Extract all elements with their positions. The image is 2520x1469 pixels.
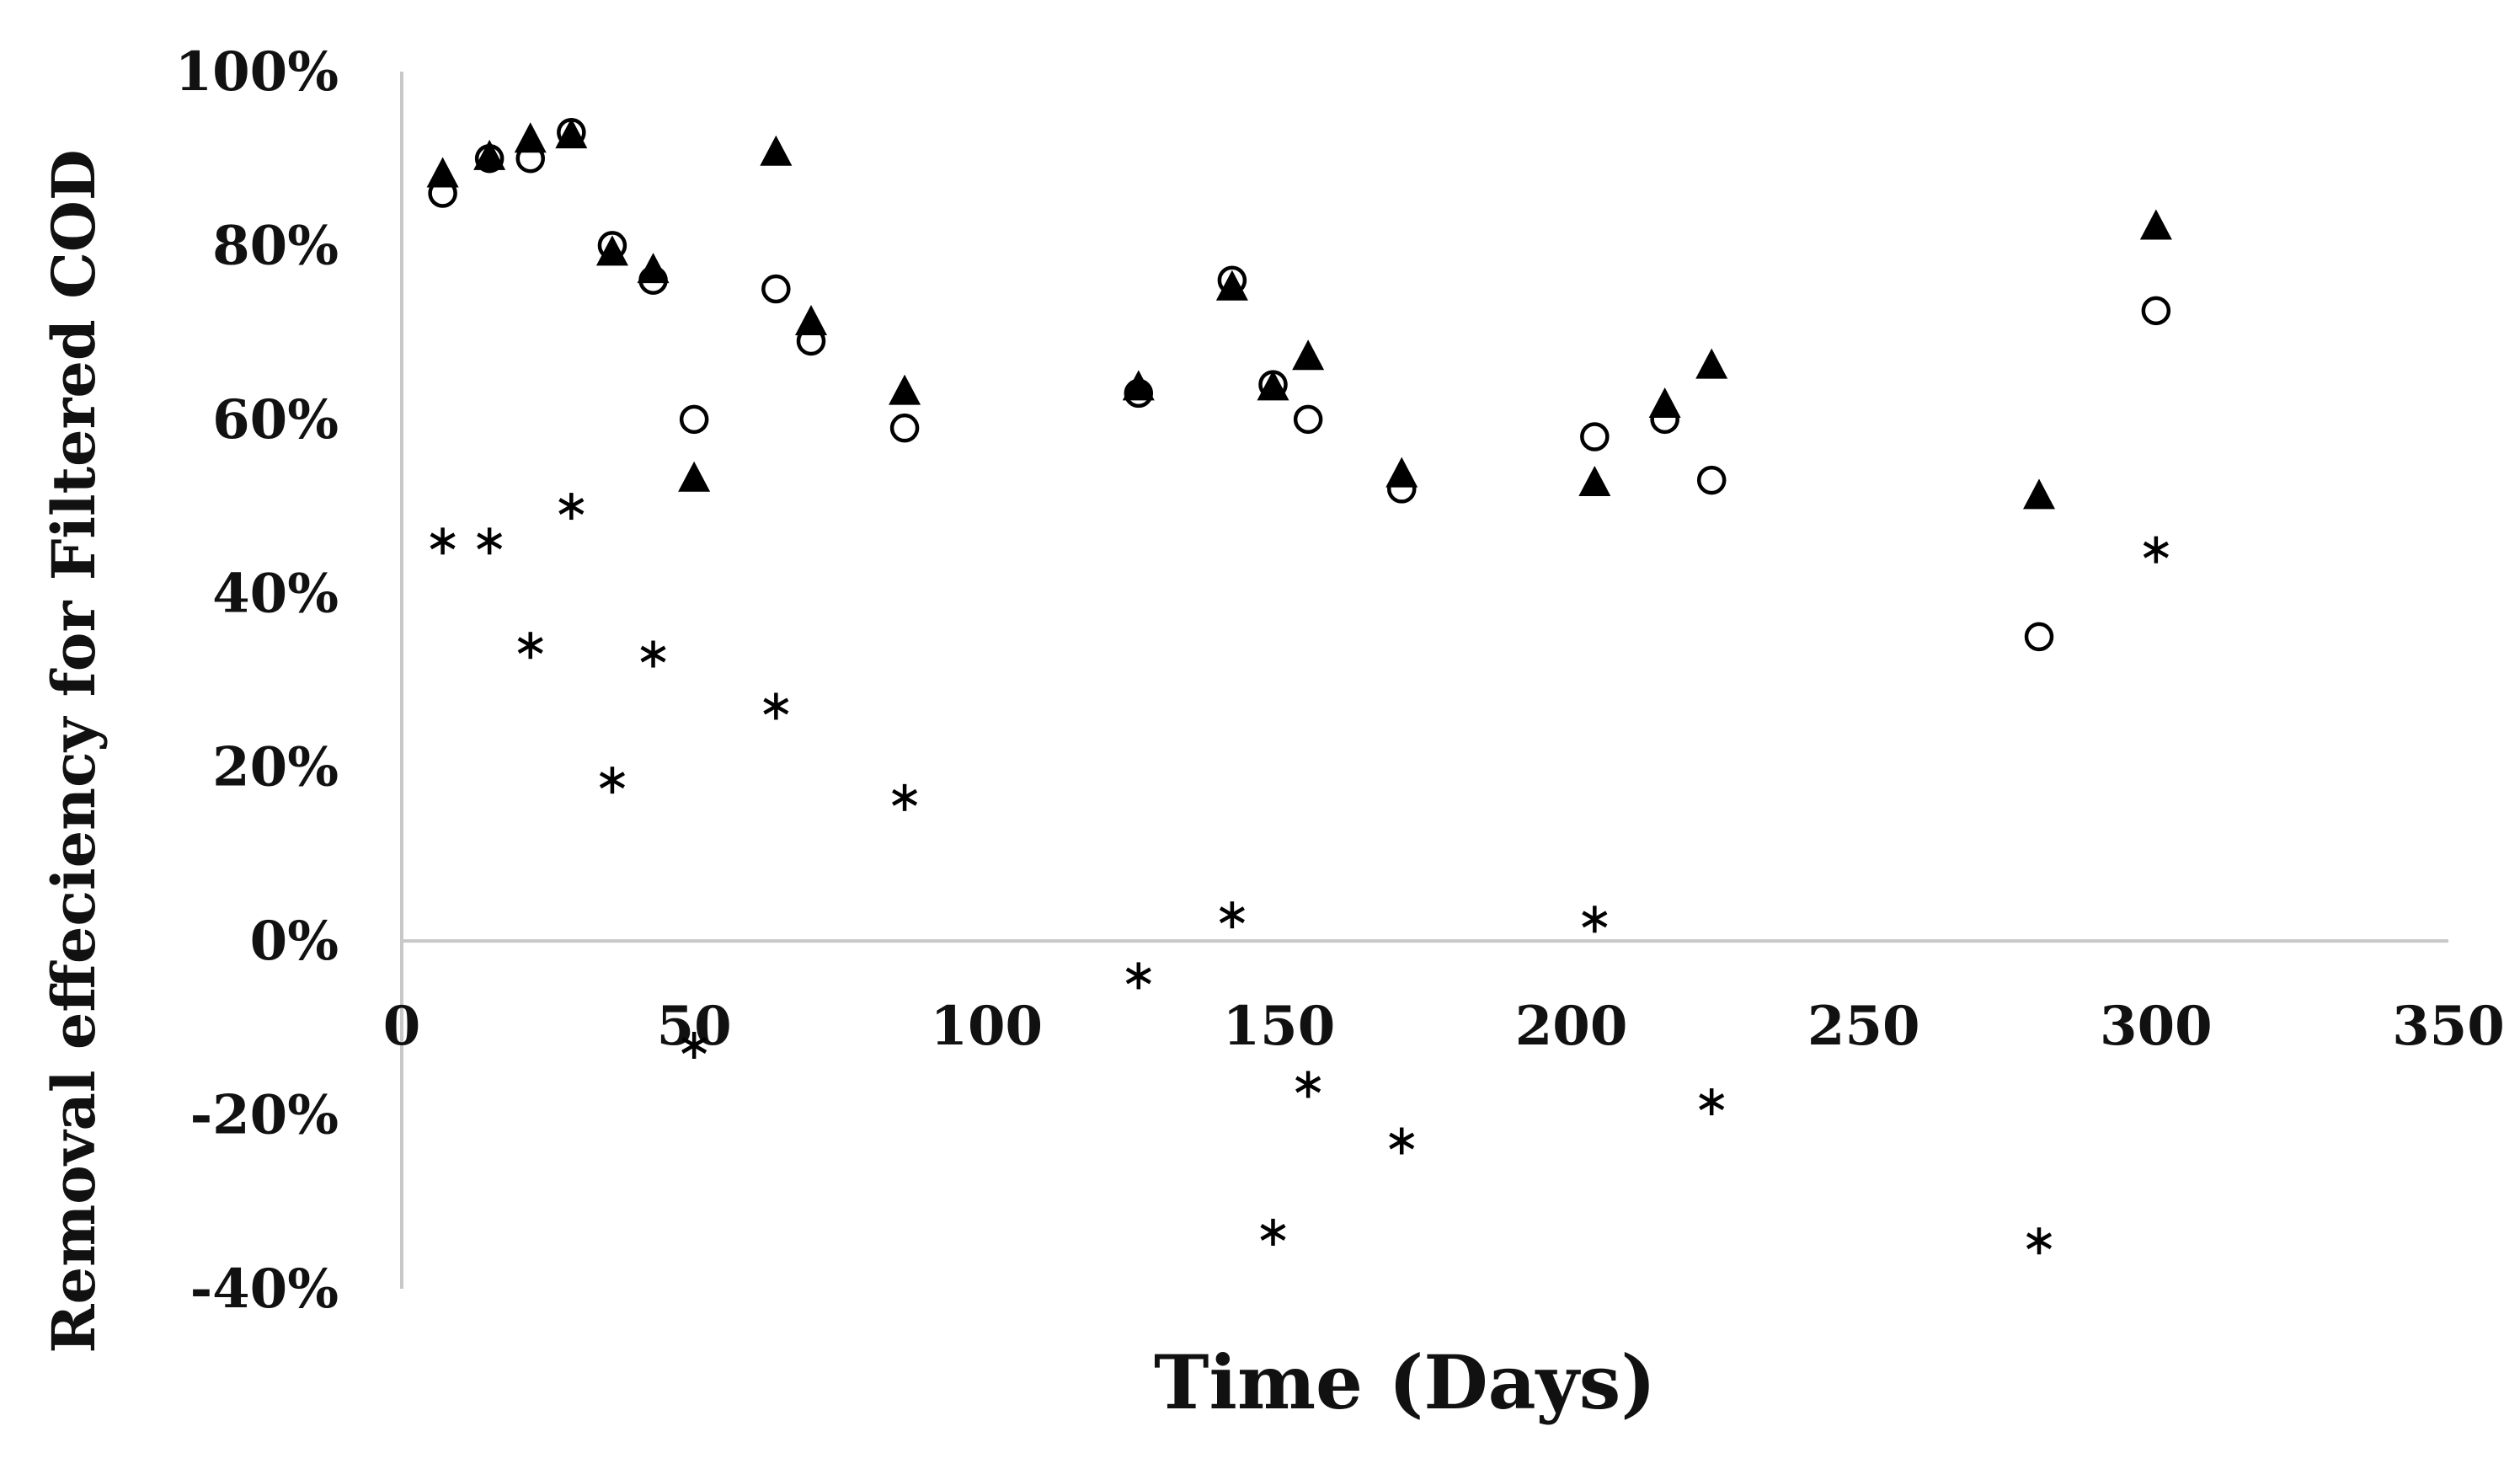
circle-point	[679, 404, 709, 435]
asterisk-point	[681, 1032, 707, 1059]
circle-point	[557, 118, 586, 147]
circle-point	[889, 413, 920, 443]
axes	[400, 72, 2448, 1289]
circle-point	[1650, 404, 1679, 435]
triangle-point	[795, 305, 827, 336]
asterisk-point	[477, 527, 503, 555]
asterisk-point	[430, 527, 456, 555]
asterisk-point	[517, 632, 543, 660]
triangle-point	[473, 139, 506, 170]
y-tick-label: 0%	[250, 910, 339, 973]
asterisk-point	[763, 692, 789, 720]
asterisk-point	[892, 783, 918, 811]
x-tick-label: 0	[383, 995, 421, 1058]
triangle-point	[1695, 348, 1728, 379]
circle-point	[1580, 422, 1610, 451]
y-tick-label: -40%	[190, 1258, 339, 1321]
asterisk-point	[1389, 1127, 1415, 1155]
triangle-point	[760, 135, 793, 166]
triangle-point	[678, 461, 711, 492]
y-tick-label: 100%	[175, 40, 339, 104]
x-tick-label: 300	[2100, 995, 2213, 1058]
tick-labels: -40%-20%0%20%40%60%80%100%0 50 100 150 200 25…	[175, 40, 2505, 1321]
y-tick-label: 80%	[212, 214, 339, 277]
x-tick-label: 200	[1515, 995, 1628, 1058]
asterisk-point	[1125, 962, 1151, 990]
triangle-point	[514, 122, 547, 153]
triangle-point	[1215, 270, 1248, 301]
circle-point	[638, 265, 668, 295]
circle-point	[796, 326, 826, 356]
circle-point	[2024, 622, 2054, 652]
triangle-point	[889, 374, 921, 405]
y-axis-label: Removal effeciency for Filtered COD	[39, 149, 109, 1353]
triangle-point	[2023, 478, 2055, 510]
asterisk-point	[1699, 1088, 1725, 1116]
series-circle-open	[428, 118, 2171, 652]
asterisk-point	[2143, 536, 2169, 564]
x-tick-label: 350	[2392, 995, 2505, 1058]
circle-point	[1293, 404, 1323, 435]
asterisk-point	[1295, 1071, 1321, 1098]
x-tick-label: 250	[1807, 995, 1920, 1058]
triangle-point	[426, 157, 459, 188]
circle-point	[1124, 378, 1154, 409]
circle-point	[1696, 465, 1727, 495]
asterisk-point	[640, 640, 666, 668]
circle-point	[2141, 296, 2171, 326]
data-points	[426, 118, 2172, 1255]
series-asterisk	[430, 493, 2169, 1255]
circle-point	[1386, 474, 1417, 504]
triangle-point	[1292, 339, 1325, 371]
triangle-point	[595, 235, 628, 266]
asterisk-point	[558, 493, 585, 521]
circle-point	[474, 143, 505, 174]
y-tick-label: 40%	[212, 562, 339, 625]
x-axis-label: Time (Days)	[1154, 1338, 1656, 1426]
x-tick-label: 100	[930, 995, 1043, 1058]
circle-point	[428, 179, 457, 208]
circle-point	[597, 231, 627, 260]
circle-point	[515, 143, 545, 174]
asterisk-point	[1582, 905, 1608, 933]
asterisk-point	[599, 767, 625, 794]
y-tick-label: -20%	[190, 1084, 339, 1147]
circle-point	[761, 274, 791, 304]
circle-point	[1258, 370, 1288, 399]
asterisk-point	[1219, 901, 1245, 929]
circle-point	[1217, 265, 1247, 295]
x-tick-label: 150	[1223, 995, 1336, 1058]
series-triangle	[426, 118, 2172, 510]
triangle-point	[1122, 370, 1155, 401]
triangle-point	[2139, 209, 2172, 240]
asterisk-point	[1260, 1218, 1286, 1246]
y-tick-label: 60%	[212, 388, 339, 451]
triangle-point	[1578, 465, 1611, 496]
asterisk-point	[2026, 1227, 2053, 1255]
y-tick-label: 20%	[212, 736, 339, 799]
